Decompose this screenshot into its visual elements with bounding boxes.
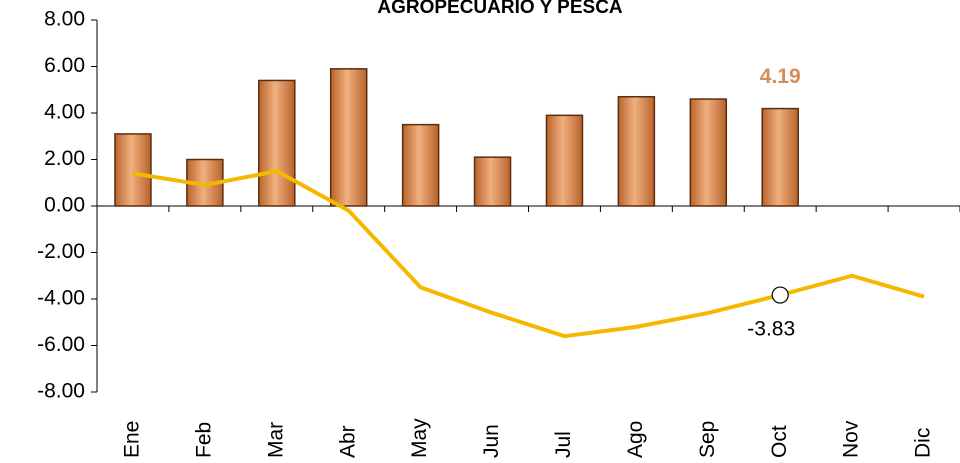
bar (761, 107, 799, 207)
x-tick-label: May (408, 418, 431, 458)
y-tick-label: -6.00 (37, 333, 85, 356)
x-tick-label: Mar (264, 422, 287, 458)
y-tick-label: -4.00 (37, 287, 85, 310)
data-label: -3.83 (747, 318, 795, 341)
y-tick-label: 0.00 (44, 194, 85, 217)
bar (401, 123, 440, 207)
x-tick-label: Ene (121, 421, 144, 458)
x-tick-label: Abr (336, 425, 359, 458)
bar (473, 156, 512, 207)
bar (258, 79, 296, 207)
y-tick-label: -2.00 (37, 240, 85, 263)
bar (689, 98, 728, 207)
bar (617, 95, 656, 207)
y-tick-label: 4.00 (44, 101, 85, 124)
x-tick-label: Nov (840, 420, 863, 458)
y-tick-label: 6.00 (44, 54, 85, 77)
marker (771, 286, 789, 304)
y-tick-label: -8.00 (37, 380, 85, 403)
y-tick-label: 2.00 (44, 147, 85, 170)
bar (329, 68, 368, 207)
x-tick-label: Dic (912, 428, 935, 458)
x-tick-label: Jul (552, 431, 575, 458)
x-tick-label: Sep (696, 421, 719, 458)
x-tick-label: Oct (768, 425, 791, 458)
chart-title: AGROPECUARIO Y PESCA (377, 0, 623, 18)
bar (114, 133, 152, 207)
bar (545, 114, 584, 207)
data-label: 4.19 (760, 65, 801, 88)
x-tick-label: Ago (624, 421, 647, 458)
x-tick-label: Jun (480, 424, 503, 458)
y-tick-label: 8.00 (44, 8, 85, 31)
line (132, 169, 925, 339)
x-tick-label: Feb (192, 422, 215, 458)
